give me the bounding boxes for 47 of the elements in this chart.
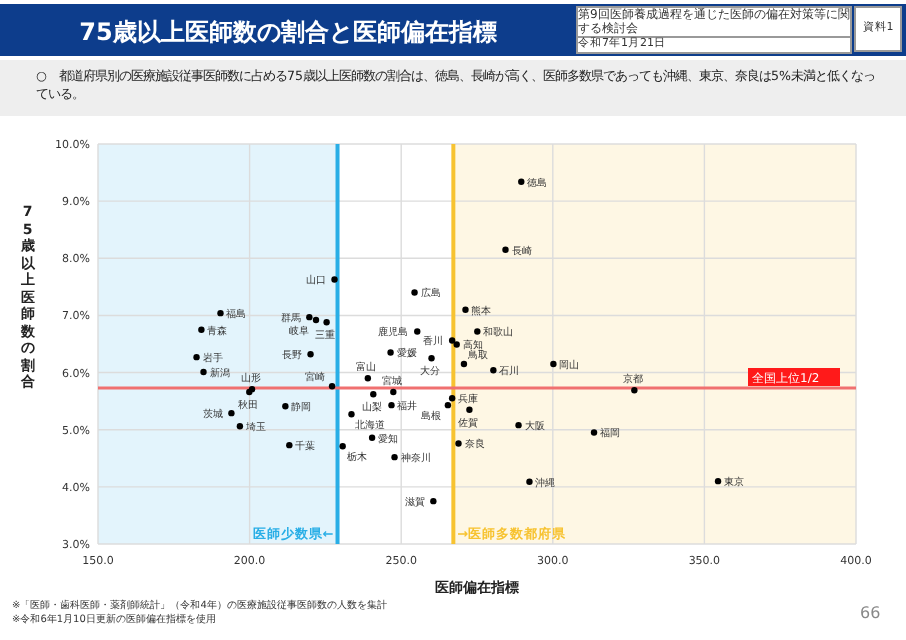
point	[714, 477, 722, 485]
point	[307, 351, 314, 358]
point	[200, 368, 207, 376]
point	[526, 478, 533, 485]
point	[193, 353, 200, 361]
point	[364, 375, 372, 382]
point	[515, 421, 522, 429]
point	[370, 391, 377, 398]
point	[390, 388, 397, 396]
point	[428, 355, 435, 362]
point	[286, 441, 293, 449]
point	[331, 276, 338, 283]
point	[550, 360, 557, 368]
point	[306, 313, 313, 321]
point	[502, 246, 509, 253]
point	[228, 409, 235, 417]
point	[217, 309, 224, 317]
point	[411, 289, 418, 296]
point	[387, 349, 394, 356]
point	[348, 411, 355, 418]
point	[466, 406, 473, 413]
point	[448, 337, 456, 344]
point	[474, 328, 481, 335]
point	[339, 443, 346, 450]
point	[453, 341, 460, 348]
point	[414, 328, 421, 335]
point	[328, 383, 336, 390]
point	[518, 178, 525, 185]
point	[455, 440, 462, 447]
title: 75歳以上医師数の割合と医師偏在指標	[77, 16, 499, 50]
point	[388, 401, 395, 409]
point	[490, 367, 497, 374]
point	[590, 429, 598, 436]
point	[430, 497, 437, 505]
point	[631, 387, 638, 394]
point	[198, 326, 205, 333]
point	[312, 316, 320, 324]
point	[391, 453, 398, 461]
point	[236, 423, 244, 430]
point	[282, 403, 289, 410]
point	[368, 434, 376, 441]
point	[460, 360, 468, 368]
point	[323, 319, 330, 326]
point	[462, 306, 469, 313]
point	[444, 401, 452, 409]
point	[448, 395, 456, 402]
annotation: 66	[860, 604, 881, 622]
